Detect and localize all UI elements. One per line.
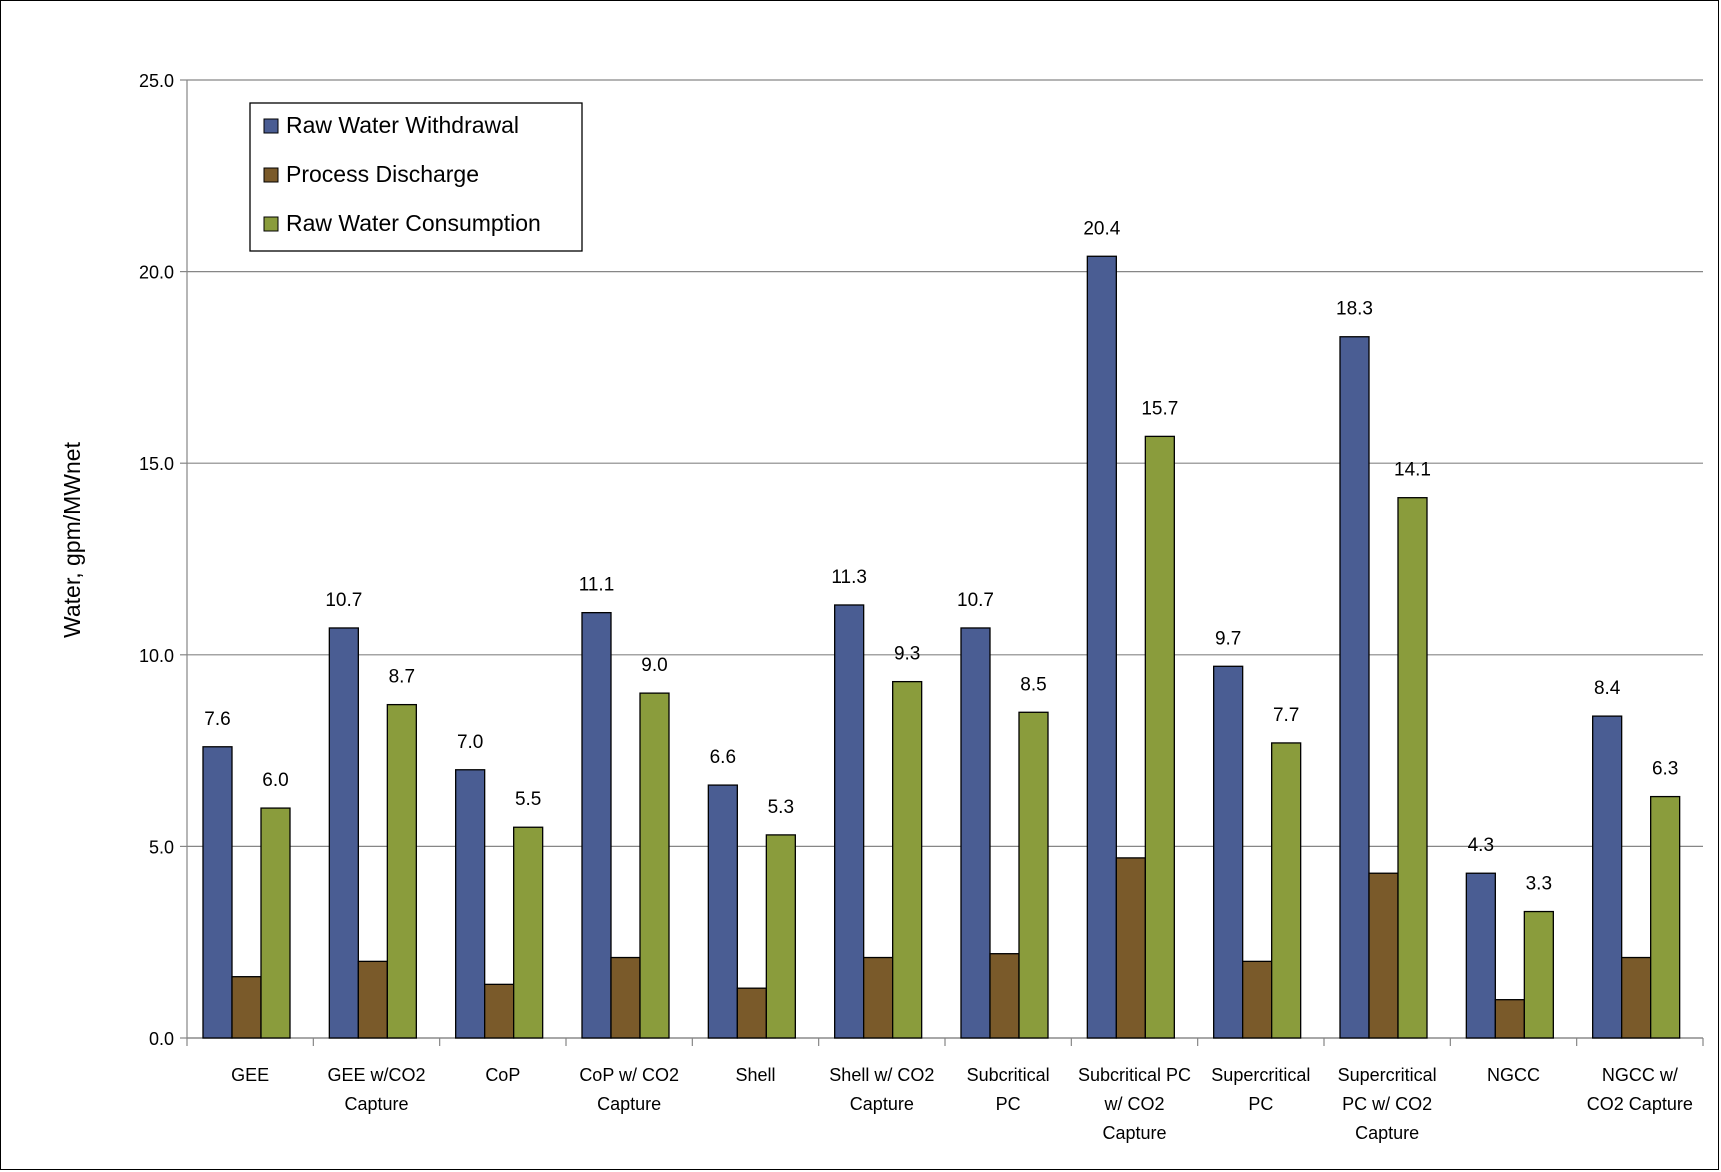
bar-raw-water-consumption: [765, 834, 796, 1039]
category-label: GEE: [231, 1065, 269, 1085]
data-label: 11.3: [831, 567, 867, 588]
data-label: 14.1: [1394, 460, 1431, 481]
data-label: 9.3: [894, 644, 920, 665]
category-label: Supercritical: [1338, 1065, 1437, 1085]
category-label: Subcritical PC: [1078, 1065, 1191, 1085]
category-label: Capture: [1102, 1123, 1166, 1143]
legend: [249, 102, 583, 252]
bar-raw-water-consumption: [892, 680, 923, 1039]
category-label: Capture: [850, 1094, 914, 1114]
bar-process-discharge: [989, 953, 1020, 1039]
data-label: 10.7: [957, 590, 994, 611]
bar-process-discharge: [736, 987, 767, 1039]
bar-raw-water-consumption: [1650, 795, 1681, 1039]
bar-process-discharge: [863, 956, 894, 1039]
bar-raw-water-withdrawal: [1339, 336, 1370, 1039]
bar-process-discharge: [484, 983, 515, 1039]
category-label: PC: [996, 1094, 1021, 1114]
bar-raw-water-withdrawal: [328, 627, 359, 1039]
legend-entry: Raw Water Consumption: [286, 210, 541, 236]
y-tick-label: 20.0: [139, 263, 174, 283]
bar-raw-water-withdrawal: [581, 611, 612, 1039]
data-label: 4.3: [1468, 835, 1494, 856]
category-label: Capture: [1355, 1123, 1419, 1143]
bar-raw-water-withdrawal: [1592, 715, 1623, 1039]
legend-swatch: [263, 216, 279, 232]
bar-raw-water-withdrawal: [834, 604, 865, 1039]
category-label: PC w/ CO2: [1342, 1094, 1432, 1114]
data-label: 20.4: [1083, 218, 1120, 239]
data-label: 5.3: [768, 797, 794, 818]
bar-process-discharge: [610, 956, 641, 1039]
data-label: 15.7: [1141, 398, 1178, 419]
bar-raw-water-consumption: [513, 826, 544, 1039]
data-label: 3.3: [1526, 874, 1552, 895]
bar-process-discharge: [357, 960, 388, 1039]
category-label: Capture: [597, 1094, 661, 1114]
y-tick-label: 15.0: [139, 454, 174, 474]
data-label: 10.7: [325, 590, 362, 611]
data-label: 7.0: [457, 732, 483, 753]
bar-raw-water-consumption: [1144, 435, 1175, 1039]
bar-raw-water-consumption: [260, 807, 291, 1039]
category-label: Shell w/ CO2: [829, 1065, 934, 1085]
legend-swatch: [263, 118, 279, 134]
y-tick-label: 25.0: [139, 71, 174, 91]
category-label: Supercritical: [1211, 1065, 1310, 1085]
bar-process-discharge: [1242, 960, 1273, 1039]
data-label: 11.1: [579, 575, 615, 596]
bar-raw-water-withdrawal: [1465, 872, 1496, 1039]
data-label: 9.0: [641, 655, 667, 676]
bar-raw-water-withdrawal: [202, 746, 233, 1039]
data-label: 6.0: [262, 770, 288, 791]
bar-raw-water-consumption: [386, 703, 417, 1039]
category-label: Shell: [735, 1065, 775, 1085]
bar-raw-water-consumption: [1523, 910, 1554, 1039]
category-label: PC: [1248, 1094, 1273, 1114]
y-tick-label: 5.0: [149, 837, 174, 857]
data-label: 7.7: [1273, 705, 1299, 726]
category-label: NGCC: [1487, 1065, 1540, 1085]
legend-swatch: [263, 167, 279, 183]
category-label: w/ CO2: [1103, 1094, 1164, 1114]
bar-process-discharge: [231, 976, 262, 1039]
legend-entry: Process Discharge: [286, 161, 479, 187]
y-tick-label: 0.0: [149, 1029, 174, 1049]
legend-entry: Raw Water Withdrawal: [286, 112, 519, 138]
data-label: 6.6: [710, 747, 736, 768]
bar-raw-water-withdrawal: [1086, 255, 1117, 1039]
bar-process-discharge: [1115, 857, 1146, 1039]
bar-raw-water-withdrawal: [707, 784, 738, 1039]
bar-raw-water-consumption: [1018, 711, 1049, 1039]
bar-raw-water-withdrawal: [960, 627, 991, 1039]
data-label: 5.5: [515, 789, 541, 810]
bar-raw-water-consumption: [639, 692, 670, 1039]
category-label: Subcritical: [967, 1065, 1050, 1085]
bar-process-discharge: [1368, 872, 1399, 1039]
category-label: CoP: [485, 1065, 520, 1085]
data-label: 9.7: [1215, 628, 1241, 649]
category-label: NGCC w/: [1602, 1065, 1678, 1085]
bar-process-discharge: [1494, 999, 1525, 1039]
y-tick-label: 10.0: [139, 646, 174, 666]
y-axis-label: Water, gpm/MWnet: [59, 441, 85, 638]
bar-raw-water-withdrawal: [455, 769, 486, 1039]
category-label: CO2 Capture: [1587, 1094, 1693, 1114]
data-label: 8.4: [1594, 678, 1621, 699]
bar-raw-water-consumption: [1397, 497, 1428, 1039]
bar-raw-water-consumption: [1271, 742, 1302, 1039]
bar-process-discharge: [1621, 956, 1652, 1039]
data-label: 7.6: [204, 709, 230, 730]
data-label: 6.3: [1652, 759, 1678, 780]
data-label: 18.3: [1336, 299, 1373, 320]
data-label: 8.7: [389, 667, 415, 688]
data-label: 8.5: [1020, 674, 1046, 695]
category-label: Capture: [344, 1094, 408, 1114]
category-label: CoP w/ CO2: [579, 1065, 679, 1085]
bar-raw-water-withdrawal: [1213, 665, 1244, 1039]
category-label: GEE w/CO2: [327, 1065, 425, 1085]
